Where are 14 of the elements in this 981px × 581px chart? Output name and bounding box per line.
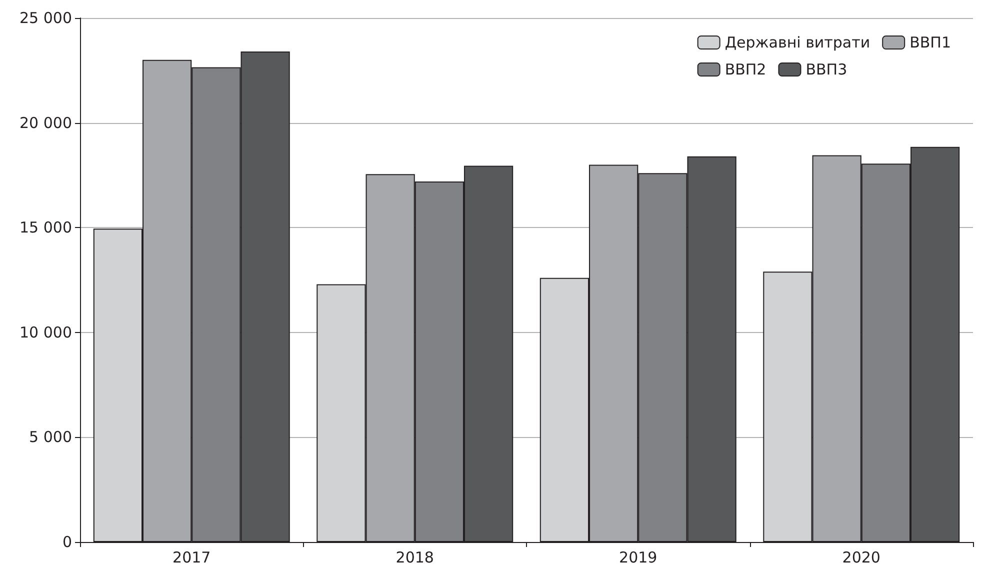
y-tick-label: 20 000 xyxy=(20,114,72,132)
legend-label: Державні витрати xyxy=(724,34,870,52)
legend-label: ВВП1 xyxy=(910,34,951,52)
legend-label: ВВП3 xyxy=(806,60,848,78)
y-tick-label: 0 xyxy=(62,533,72,551)
x-tick-label: 2020 xyxy=(842,548,880,566)
y-tick-label: 5 000 xyxy=(29,428,72,446)
y-tick-label: 10 000 xyxy=(20,323,72,342)
y-tick-label: 15 000 xyxy=(20,218,72,237)
x-tick-label: 2018 xyxy=(396,548,434,566)
legend-label: ВВП2 xyxy=(724,60,766,78)
x-tick-label: 2019 xyxy=(619,548,658,566)
x-tick-label: 2017 xyxy=(172,548,211,566)
y-tick-label: 25 000 xyxy=(20,9,72,27)
